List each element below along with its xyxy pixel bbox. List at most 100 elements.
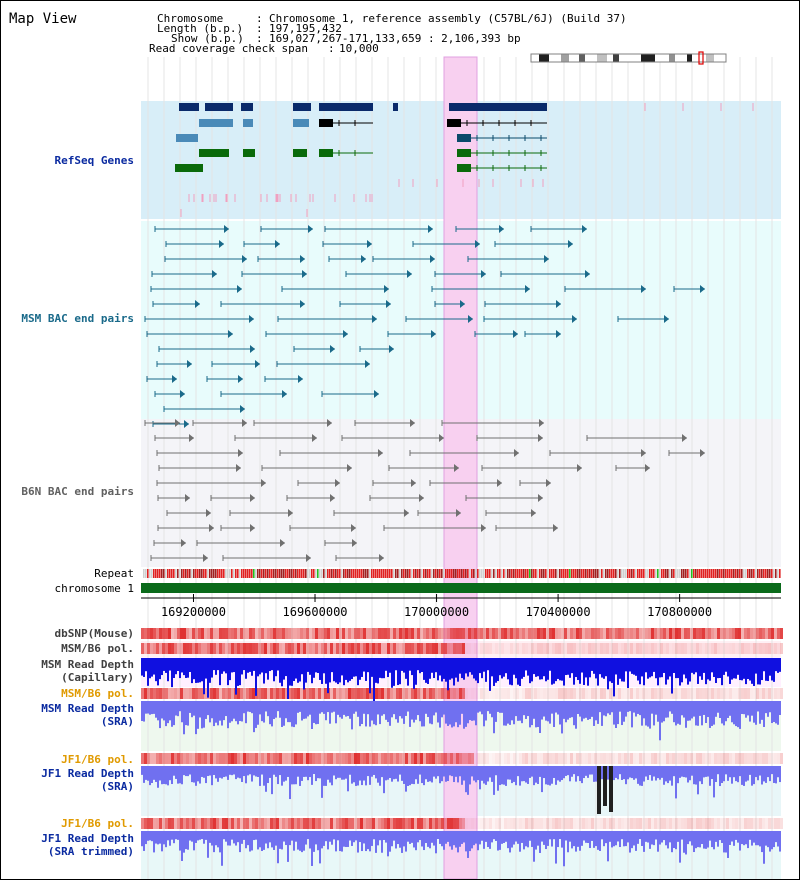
repeat-mark xyxy=(157,569,159,578)
msm-pol-heat xyxy=(741,643,744,654)
jf1-pol-heat xyxy=(372,753,375,764)
msm-sra-depth xyxy=(439,701,441,728)
msm-sra-depth xyxy=(523,701,525,716)
jf1-trim-depth xyxy=(535,831,537,850)
repeat-mark xyxy=(245,569,247,578)
msm-pol2-heat xyxy=(492,688,495,699)
msm-cap-depth xyxy=(253,658,255,671)
jf1-trim-depth xyxy=(691,831,693,846)
track-label-refseq[interactable]: RefSeq Genes xyxy=(54,154,134,167)
msm-pol-heat xyxy=(375,643,378,654)
jf1-trim-depth xyxy=(199,831,201,840)
msm-pol2-heat xyxy=(414,688,417,699)
msm-sra-depth xyxy=(497,701,499,712)
jf1-pol-heat xyxy=(471,753,474,764)
msm-cap-depth xyxy=(423,658,425,680)
msm-cap-depth xyxy=(621,658,623,682)
msm-pol2-heat xyxy=(363,688,366,699)
repeat-mark xyxy=(223,569,225,578)
jf1-trim-depth xyxy=(245,831,247,849)
msm-pol-heat xyxy=(240,643,243,654)
msm-pol2-heat xyxy=(615,688,618,699)
track-label-msm-bac[interactable]: MSM BAC end pairs xyxy=(21,312,134,325)
jf1-pol2-heat xyxy=(468,818,471,829)
msm-cap-depth xyxy=(559,658,561,681)
msm-pol-heat xyxy=(678,643,681,654)
msm-pol2-heat xyxy=(702,688,705,699)
jf1-pol2-heat xyxy=(141,818,144,829)
jf1-sra-depth xyxy=(417,766,419,784)
jf1-pol-heat xyxy=(447,753,450,764)
msm-sra-depth xyxy=(621,701,623,726)
jf1-sra-depth xyxy=(713,766,715,798)
jf1-sra-depth xyxy=(227,766,229,780)
msm-cap-depth xyxy=(455,658,457,678)
msm-pol2-heat xyxy=(564,688,567,699)
msm-sra-depth xyxy=(209,701,211,723)
jf1-trim-depth xyxy=(511,831,513,848)
jf1-sra-depth xyxy=(521,766,523,782)
msm-cap-depth xyxy=(227,658,229,686)
jf1-pol-heat xyxy=(288,753,291,764)
jf1-pol-heat xyxy=(408,753,411,764)
jf1-sra-depth xyxy=(595,766,597,782)
ideogram-band xyxy=(561,54,569,62)
jf1-pol2-heat xyxy=(342,818,345,829)
repeat-mark xyxy=(211,569,213,578)
jf1-sra-depth xyxy=(695,766,697,785)
msm-pol2-heat xyxy=(261,688,264,699)
jf1-pol-heat xyxy=(759,753,762,764)
jf1-sra-depth xyxy=(239,766,241,779)
track-label-jf1-depth-sra-1: JF1 Read Depth xyxy=(41,767,134,780)
msm-sra-depth xyxy=(709,701,711,728)
msm-cap-depth xyxy=(563,658,565,686)
jf1-pol-heat xyxy=(177,753,180,764)
track-label-b6n-bac[interactable]: B6N BAC end pairs xyxy=(21,485,134,498)
jf1-trim-depth xyxy=(205,831,207,840)
jf1-pol2-heat xyxy=(420,818,423,829)
dbsnp-heat xyxy=(717,628,720,639)
msm-pol2-heat xyxy=(144,688,147,699)
msm-sra-depth xyxy=(539,701,541,733)
msm-pol2-heat xyxy=(318,688,321,699)
jf1-pol2-heat xyxy=(339,818,342,829)
jf1-pol2-heat xyxy=(630,818,633,829)
jf1-pol2-heat xyxy=(240,818,243,829)
msm-sra-depth xyxy=(587,701,589,720)
jf1-pol-heat xyxy=(585,753,588,764)
dbsnp-heat xyxy=(666,628,669,639)
repeat-mark xyxy=(291,569,293,578)
dbsnp-heat xyxy=(234,628,237,639)
jf1-trim-depth xyxy=(739,831,741,851)
msm-cap-depth xyxy=(209,658,211,683)
jf1-pol-heat xyxy=(765,753,768,764)
msm-cap-depth xyxy=(609,658,611,682)
msm-pol2-heat xyxy=(594,688,597,699)
repeat-mark xyxy=(161,569,163,578)
msm-cap-depth xyxy=(639,658,641,685)
jf1-sra-depth xyxy=(289,766,291,800)
msm-pol-heat xyxy=(558,643,561,654)
msm-sra-depth xyxy=(671,701,673,714)
jf1-pol2-heat xyxy=(714,818,717,829)
length-sep: : xyxy=(256,22,263,35)
jf1-trim-depth xyxy=(541,831,543,842)
jf1-sra-depth xyxy=(731,766,733,784)
dbsnp-heat xyxy=(552,628,555,639)
jf1-sra-depth xyxy=(761,766,763,785)
msm-pol-heat xyxy=(684,643,687,654)
msm-cap-depth xyxy=(223,658,225,672)
repeat-mark xyxy=(625,569,627,578)
msm-bac-end-arrow xyxy=(384,285,389,293)
b6n-bac-end-arrow xyxy=(379,554,384,562)
msm-cap-depth xyxy=(387,658,389,678)
ideogram-band xyxy=(641,54,655,62)
msm-cap-depth xyxy=(353,658,355,677)
repeat-mark xyxy=(759,569,761,578)
jf1-trim-depth xyxy=(289,831,291,846)
jf1-trim-depth xyxy=(539,831,541,853)
dbsnp-heat xyxy=(198,628,201,639)
repeat-mark xyxy=(289,569,291,578)
jf1-pol-heat xyxy=(246,753,249,764)
